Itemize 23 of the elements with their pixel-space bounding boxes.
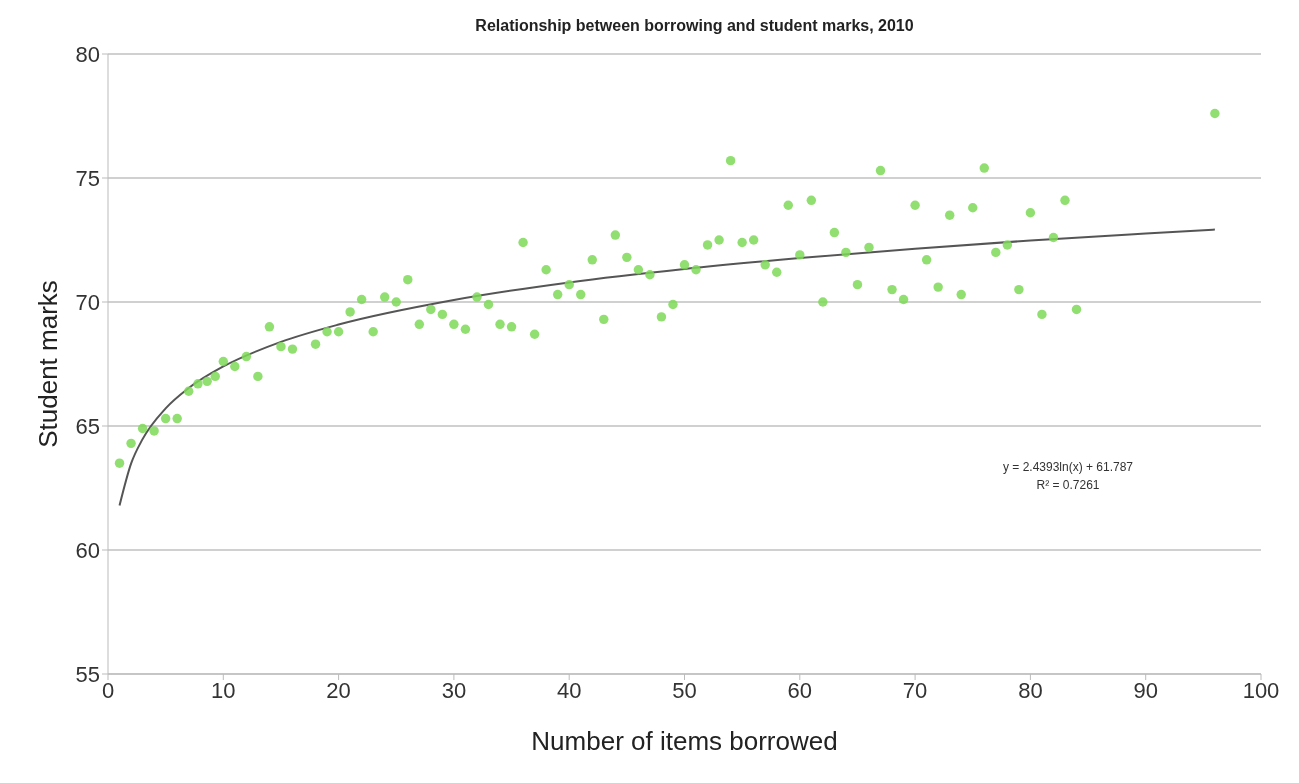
- x-tick-label: 60: [787, 677, 813, 703]
- line-series: [118, 228, 1216, 507]
- y-axis-title: Student marks: [33, 280, 64, 448]
- annotation: R² = 0.7261: [1035, 477, 1101, 494]
- y-tick-label: 60: [75, 537, 100, 563]
- x-tick-label: 0: [101, 677, 115, 703]
- x-tick-label: 30: [441, 677, 467, 703]
- y-tick-label: 55: [75, 661, 100, 687]
- annotation: y = 2.4393ln(x) + 61.787: [1001, 459, 1135, 476]
- x-tick-label: 90: [1133, 677, 1158, 703]
- x-tick-label: 40: [556, 677, 582, 703]
- y-tick-label: 80: [75, 41, 100, 67]
- x-tick-label: 50: [672, 677, 697, 703]
- y-tick-label: 70: [75, 289, 100, 315]
- x-tick-label: 70: [902, 677, 928, 703]
- y-tick-label: 75: [75, 165, 100, 191]
- y-tick-label: 65: [75, 413, 100, 439]
- x-axis-title: Number of items borrowed: [531, 726, 838, 757]
- x-tick-label: 10: [211, 677, 236, 703]
- chart-title: Relationship between borrowing and student marks, 2010: [475, 17, 914, 34]
- x-tick-label: 20: [326, 677, 351, 703]
- x-tick-label: 80: [1018, 677, 1043, 703]
- x-tick-label: 100: [1242, 677, 1280, 703]
